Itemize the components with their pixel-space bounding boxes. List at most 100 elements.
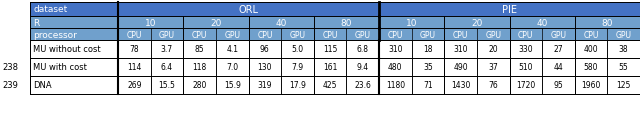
- Text: CPU: CPU: [584, 30, 599, 39]
- Text: 1720: 1720: [516, 81, 536, 90]
- Bar: [216, 59, 248, 76]
- Bar: [607, 29, 640, 41]
- Bar: [30, 41, 118, 59]
- Text: 55: 55: [619, 63, 628, 72]
- Bar: [281, 41, 314, 59]
- Text: 20: 20: [488, 45, 498, 54]
- Text: 40: 40: [275, 18, 287, 27]
- Bar: [183, 59, 216, 76]
- Text: MU with cost: MU with cost: [33, 63, 87, 72]
- Text: 118: 118: [193, 63, 207, 72]
- Text: 96: 96: [260, 45, 269, 54]
- Bar: [444, 29, 477, 41]
- Text: 239: 239: [2, 81, 18, 90]
- Bar: [281, 76, 314, 94]
- Bar: [542, 59, 575, 76]
- Bar: [346, 41, 379, 59]
- Bar: [248, 29, 281, 41]
- Bar: [118, 59, 150, 76]
- Text: 330: 330: [518, 45, 533, 54]
- Bar: [444, 41, 477, 59]
- Text: 27: 27: [554, 45, 563, 54]
- Text: 23.6: 23.6: [355, 81, 371, 90]
- Text: GPU: GPU: [485, 30, 501, 39]
- Bar: [118, 3, 379, 17]
- Bar: [346, 29, 379, 41]
- Text: R: R: [33, 18, 39, 27]
- Bar: [281, 59, 314, 76]
- Text: 1430: 1430: [451, 81, 470, 90]
- Text: CPU: CPU: [453, 30, 468, 39]
- Bar: [575, 41, 607, 59]
- Text: 400: 400: [584, 45, 598, 54]
- Text: 15.5: 15.5: [159, 81, 175, 90]
- Bar: [542, 29, 575, 41]
- Bar: [379, 3, 640, 17]
- Text: 10: 10: [406, 18, 417, 27]
- Text: dataset: dataset: [33, 5, 67, 14]
- Text: 6.4: 6.4: [161, 63, 173, 72]
- Text: GPU: GPU: [159, 30, 175, 39]
- Text: 6.8: 6.8: [356, 45, 369, 54]
- Text: 425: 425: [323, 81, 337, 90]
- Text: DNA: DNA: [33, 81, 52, 90]
- Text: CPU: CPU: [323, 30, 338, 39]
- Text: 3.7: 3.7: [161, 45, 173, 54]
- Bar: [150, 41, 183, 59]
- Text: 580: 580: [584, 63, 598, 72]
- Text: 7.9: 7.9: [291, 63, 303, 72]
- Bar: [248, 76, 281, 94]
- Text: 1960: 1960: [581, 81, 601, 90]
- Text: ORL: ORL: [239, 5, 259, 15]
- Bar: [444, 17, 509, 29]
- Bar: [30, 17, 118, 29]
- Bar: [542, 41, 575, 59]
- Bar: [314, 41, 346, 59]
- Bar: [575, 17, 640, 29]
- Text: 80: 80: [340, 18, 352, 27]
- Bar: [509, 41, 542, 59]
- Text: 269: 269: [127, 81, 141, 90]
- Bar: [412, 76, 444, 94]
- Text: CPU: CPU: [192, 30, 207, 39]
- Text: processor: processor: [33, 30, 77, 39]
- Text: 130: 130: [257, 63, 272, 72]
- Bar: [346, 76, 379, 94]
- Text: GPU: GPU: [616, 30, 632, 39]
- Bar: [509, 17, 575, 29]
- Text: 510: 510: [518, 63, 533, 72]
- Bar: [379, 76, 412, 94]
- Bar: [477, 41, 509, 59]
- Text: 4.1: 4.1: [226, 45, 238, 54]
- Text: 280: 280: [193, 81, 207, 90]
- Bar: [509, 29, 542, 41]
- Bar: [509, 76, 542, 94]
- Text: 5.0: 5.0: [291, 45, 303, 54]
- Text: 480: 480: [388, 63, 403, 72]
- Bar: [183, 17, 248, 29]
- Bar: [379, 17, 444, 29]
- Text: 310: 310: [388, 45, 403, 54]
- Text: 71: 71: [423, 81, 433, 90]
- Text: 1180: 1180: [386, 81, 405, 90]
- Text: CPU: CPU: [518, 30, 534, 39]
- Bar: [248, 41, 281, 59]
- Text: CPU: CPU: [127, 30, 142, 39]
- Text: PIE: PIE: [502, 5, 517, 15]
- Text: GPU: GPU: [289, 30, 305, 39]
- Bar: [314, 17, 379, 29]
- Bar: [575, 59, 607, 76]
- Bar: [183, 29, 216, 41]
- Bar: [30, 59, 118, 76]
- Text: 20: 20: [471, 18, 483, 27]
- Text: 37: 37: [488, 63, 498, 72]
- Bar: [150, 59, 183, 76]
- Text: GPU: GPU: [550, 30, 566, 39]
- Bar: [509, 59, 542, 76]
- Bar: [379, 59, 412, 76]
- Bar: [30, 29, 118, 41]
- Text: 40: 40: [536, 18, 548, 27]
- Bar: [477, 76, 509, 94]
- Bar: [30, 3, 118, 17]
- Text: 161: 161: [323, 63, 337, 72]
